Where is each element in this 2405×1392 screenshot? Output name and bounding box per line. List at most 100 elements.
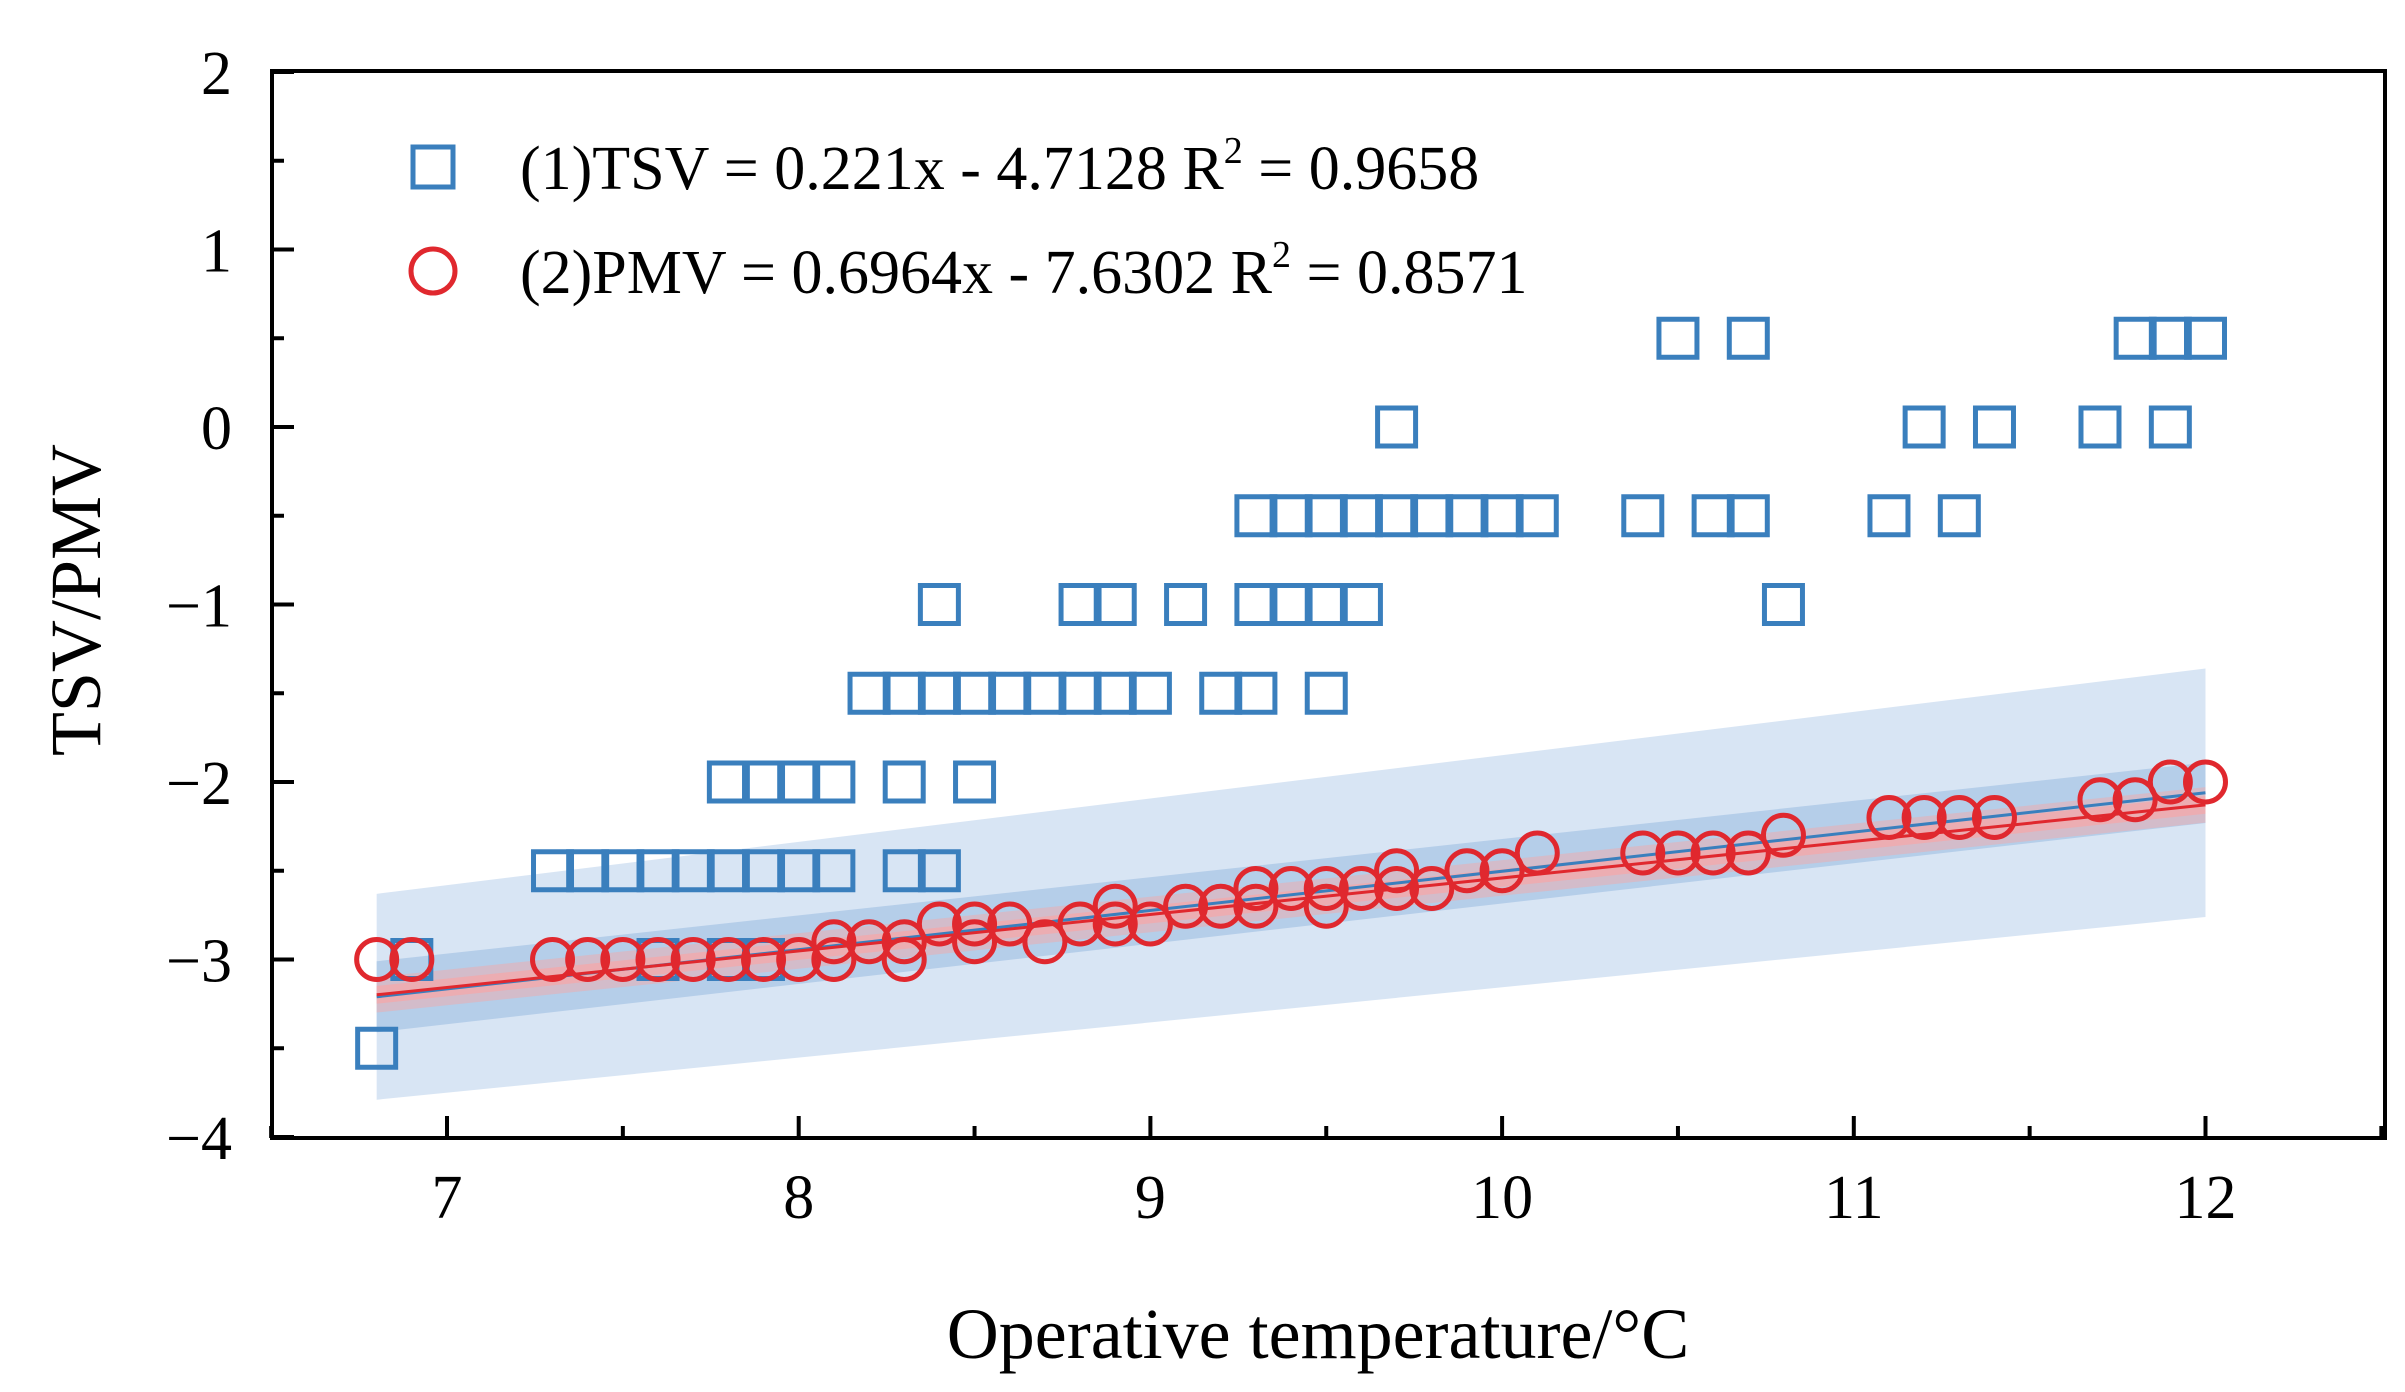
point-pmv — [1725, 830, 1771, 876]
point-tsv — [1902, 405, 1946, 449]
point-tsv — [601, 849, 645, 893]
x-axis-title: Operative temperature/°C — [947, 1294, 1689, 1374]
x-tick-label: 7 — [432, 1164, 463, 1232]
point-tsv — [1937, 494, 1981, 538]
point-tsv — [1234, 494, 1278, 538]
point-pmv — [846, 919, 892, 965]
point-pmv — [741, 937, 787, 982]
point-tsv — [2148, 405, 2192, 449]
point-pmv — [1198, 883, 1244, 929]
x-tick-label: 11 — [1824, 1164, 1884, 1232]
point-pmv — [705, 937, 751, 982]
point-tsv — [847, 671, 891, 715]
point-pmv — [1233, 866, 1279, 911]
point-pmv — [1092, 883, 1138, 929]
point-pmv — [881, 919, 927, 965]
point-tsv — [1726, 316, 1770, 360]
axes — [269, 69, 2387, 1140]
point-pmv — [2112, 777, 2158, 823]
y-tick-label: 0 — [201, 395, 232, 463]
legend-label-pmv: (2)PMV = 0.6964x - 7.6302 R2 = 0.8571 — [520, 234, 1528, 307]
point-tsv — [1234, 583, 1278, 626]
point-pmv — [1444, 848, 1490, 894]
point-tsv — [531, 849, 575, 893]
point-pmv — [1338, 866, 1384, 911]
y-tick-label: −3 — [166, 928, 232, 996]
point-tsv — [882, 671, 926, 715]
point-tsv — [1515, 494, 1559, 538]
point-tsv — [742, 760, 786, 804]
point-tsv — [566, 849, 610, 893]
confidence-bands — [376, 668, 2206, 1100]
point-tsv — [1375, 405, 1419, 449]
point-tsv — [2184, 316, 2227, 360]
point-tsv — [1726, 494, 1770, 538]
point-tsv — [882, 760, 926, 804]
point-tsv — [1093, 583, 1137, 626]
point-pmv — [1514, 830, 1560, 876]
x-tick-label: 8 — [783, 1164, 814, 1232]
point-tsv — [1867, 494, 1911, 538]
point-pmv — [1268, 866, 1314, 911]
point-pmv — [1655, 830, 1701, 876]
point-pmv — [1936, 795, 1982, 840]
point-tsv — [706, 849, 750, 893]
point-pmv — [1409, 866, 1455, 911]
legend: (1)TSV = 0.221x - 4.7128 R2 = 0.9658 (2)… — [408, 130, 1528, 307]
point-pmv — [1901, 795, 1947, 840]
point-tsv — [1304, 494, 1348, 538]
y-tick-label: 2 — [201, 40, 232, 108]
point-pmv — [2147, 759, 2193, 805]
point-tsv — [355, 1026, 399, 1070]
point-tsv — [1375, 494, 1419, 538]
point-tsv — [1691, 494, 1735, 538]
point-tsv — [2148, 316, 2192, 360]
point-tsv — [1339, 583, 1383, 626]
point-tsv — [1339, 494, 1383, 538]
point-pmv — [635, 937, 681, 982]
y-tick-label: −2 — [166, 750, 232, 818]
point-tsv — [1234, 671, 1278, 715]
point-pmv — [1374, 848, 1420, 894]
point-tsv — [1023, 671, 1067, 715]
point-tsv — [1445, 494, 1489, 538]
y-axis-title: TSV/PMV — [36, 444, 116, 756]
point-tsv — [953, 671, 997, 715]
y-tick-label: 1 — [201, 218, 232, 286]
data-points — [354, 316, 2228, 1070]
point-pmv — [2183, 759, 2228, 805]
point-tsv — [1058, 671, 1102, 715]
point-tsv — [777, 849, 821, 893]
point-pmv — [1620, 830, 1666, 876]
point-pmv — [1233, 883, 1279, 929]
point-tsv — [1304, 671, 1348, 715]
point-pmv — [1303, 866, 1349, 911]
point-tsv — [1093, 671, 1137, 715]
point-pmv — [1374, 866, 1420, 911]
point-tsv — [917, 671, 961, 715]
point-pmv — [2077, 777, 2123, 823]
y-tick-label: −1 — [166, 573, 232, 641]
legend-marker-pmv — [408, 246, 458, 296]
point-tsv — [777, 760, 821, 804]
point-tsv — [706, 760, 750, 804]
point-tsv — [1972, 405, 2016, 449]
point-pmv — [1127, 901, 1173, 947]
point-pmv — [530, 937, 576, 982]
point-tsv — [1304, 583, 1348, 626]
point-tsv — [671, 849, 715, 893]
point-tsv — [1621, 494, 1665, 538]
point-tsv — [812, 760, 856, 804]
point-pmv — [600, 937, 646, 982]
point-pmv — [1022, 919, 1068, 965]
point-tsv — [882, 849, 926, 893]
point-tsv — [1058, 583, 1102, 626]
point-pmv — [1057, 901, 1103, 947]
point-tsv — [1480, 494, 1524, 538]
point-pmv — [952, 901, 998, 947]
point-tsv — [1410, 494, 1454, 538]
y-tick-label: −4 — [166, 1105, 232, 1173]
point-tsv — [953, 760, 997, 804]
point-pmv — [1479, 848, 1525, 894]
